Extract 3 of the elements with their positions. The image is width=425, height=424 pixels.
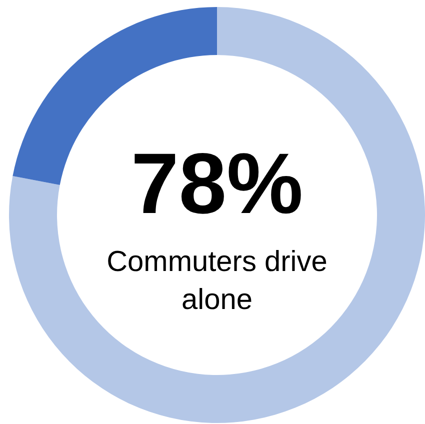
slice-label: Commuters drive alone [106, 246, 328, 316]
donut-slice [9, 7, 425, 423]
data-label: 78% [130, 136, 304, 232]
